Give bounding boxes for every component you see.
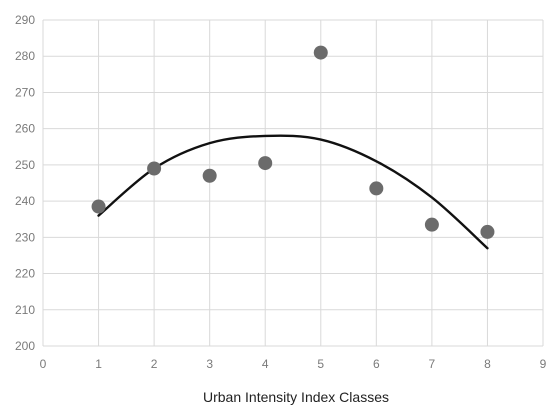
y-tick-label-250: 250 xyxy=(15,158,35,172)
x-tick-label-0: 0 xyxy=(40,357,47,371)
data-point-4 xyxy=(258,156,273,171)
grid-lines xyxy=(42,19,544,347)
data-points xyxy=(91,45,495,239)
data-point-5 xyxy=(313,45,328,60)
x-axis-title: Urban Intensity Index Classes xyxy=(203,389,389,405)
data-point-7 xyxy=(424,217,439,232)
y-tick-label-220: 220 xyxy=(15,267,35,281)
data-point-3 xyxy=(202,168,217,183)
x-tick-label-1: 1 xyxy=(95,357,102,371)
x-tick-label-8: 8 xyxy=(484,357,491,371)
x-tick-label-9: 9 xyxy=(540,357,547,371)
y-tick-label-200: 200 xyxy=(15,339,35,353)
x-tick-label-6: 6 xyxy=(373,357,380,371)
y-tick-label-260: 260 xyxy=(15,122,35,136)
trendline-group xyxy=(97,134,489,250)
y-tick-label-280: 280 xyxy=(15,49,35,63)
x-tick-label-5: 5 xyxy=(317,357,324,371)
y-tick-label-230: 230 xyxy=(15,230,35,244)
x-tick-label-3: 3 xyxy=(206,357,213,371)
x-tick-label-2: 2 xyxy=(151,357,158,371)
data-point-2 xyxy=(147,161,162,176)
y-tick-label-240: 240 xyxy=(15,194,35,208)
data-point-6 xyxy=(369,181,384,196)
y-tick-label-210: 210 xyxy=(15,303,35,317)
tick-labels: 200 210 220 230 240 250 260 270 280 290 0 1 2 3 4 5 6 7 8 9 xyxy=(15,13,547,371)
x-tick-label-4: 4 xyxy=(262,357,269,371)
data-point-8 xyxy=(480,224,495,239)
trendline xyxy=(97,134,489,250)
y-tick-label-290: 290 xyxy=(15,13,35,27)
x-tick-label-7: 7 xyxy=(429,357,436,371)
y-tick-label-270: 270 xyxy=(15,85,35,99)
data-point-1 xyxy=(91,199,106,214)
